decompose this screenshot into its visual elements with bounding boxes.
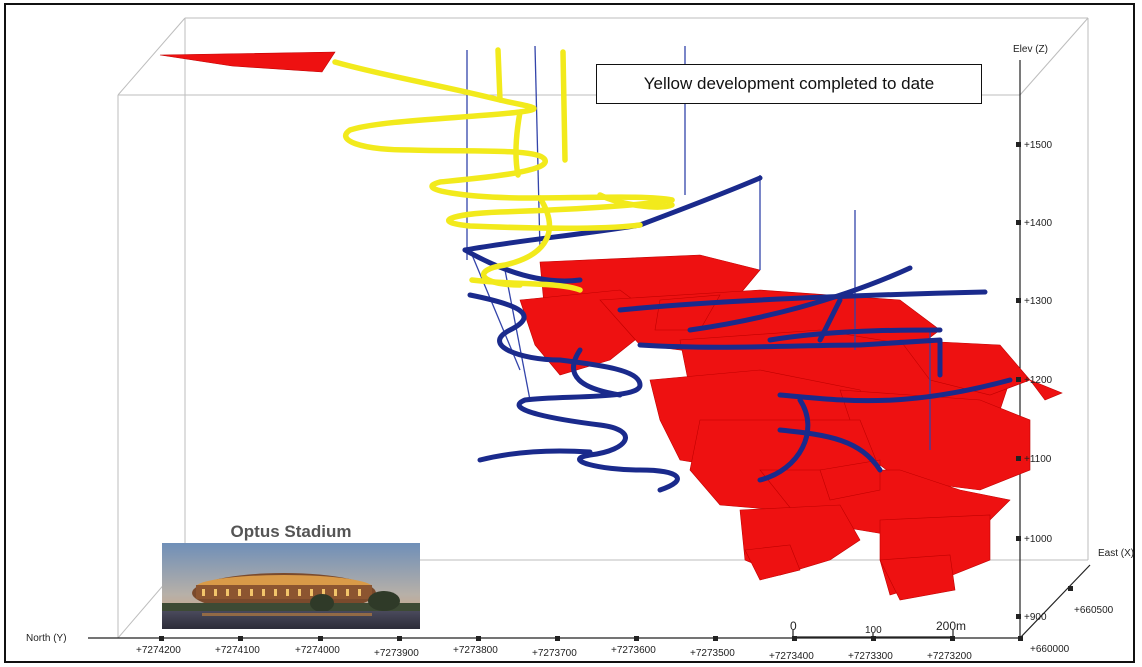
- north-tick-label: +7274100: [215, 645, 260, 656]
- scale-bar: 0 100 200m: [790, 619, 966, 638]
- north-axis-label: North (Y): [26, 633, 67, 644]
- elev-tick-label: +1200: [1024, 375, 1053, 386]
- north-ticks: +7274200 +7274100 +7274000 +7273900 +727…: [26, 633, 972, 662]
- completed-development: [332, 47, 675, 293]
- scale-label: 0: [790, 619, 797, 633]
- east-ticks: +660500 +660000 East (X): [1018, 548, 1134, 655]
- east-tick-label: +660000: [1030, 644, 1070, 655]
- surface-stope: [159, 51, 336, 73]
- north-tick-label: +7273300: [848, 651, 893, 662]
- east-axis-line: [1019, 564, 1091, 639]
- axes: [88, 60, 1091, 639]
- elev-tick-label: +900: [1024, 612, 1047, 623]
- north-tick-label: +7273500: [690, 648, 735, 659]
- north-tick-label: +7273600: [611, 645, 656, 656]
- scale-label: 200m: [936, 619, 966, 633]
- planned-development: [462, 175, 1013, 493]
- north-tick-label: +7273400: [769, 651, 814, 662]
- stope-shapes: [159, 51, 1063, 601]
- north-tick-label: +7274000: [295, 645, 340, 656]
- stadium-photo-title: Optus Stadium: [230, 522, 352, 541]
- north-tick-label: +7273800: [453, 645, 498, 656]
- east-tick-label: +660500: [1074, 605, 1114, 616]
- elev-tick-label: +1300: [1024, 296, 1053, 307]
- north-tick-label: +7274200: [136, 645, 181, 656]
- elev-tick-label: +1500: [1024, 140, 1053, 151]
- elev-axis-label: Elev (Z): [1013, 44, 1048, 55]
- north-tick-label: +7273200: [927, 651, 972, 662]
- completed-development-callout: Yellow development completed to date: [596, 64, 982, 104]
- stadium-photo: [162, 543, 420, 629]
- north-tick-label: +7273900: [374, 648, 419, 659]
- east-axis-label: East (X): [1098, 548, 1134, 559]
- elev-tick-label: +1400: [1024, 218, 1053, 229]
- scale-label: 100: [865, 625, 882, 636]
- elev-tick-label: +1000: [1024, 534, 1053, 545]
- elev-ticks: +1500 +1400 +1300 +1200 +1100 +1000 +900…: [1013, 44, 1053, 623]
- north-tick-label: +7273700: [532, 648, 577, 659]
- figure-frame: [4, 3, 1135, 663]
- stadium-image: [162, 543, 420, 629]
- elev-tick-label: +1100: [1024, 454, 1052, 465]
